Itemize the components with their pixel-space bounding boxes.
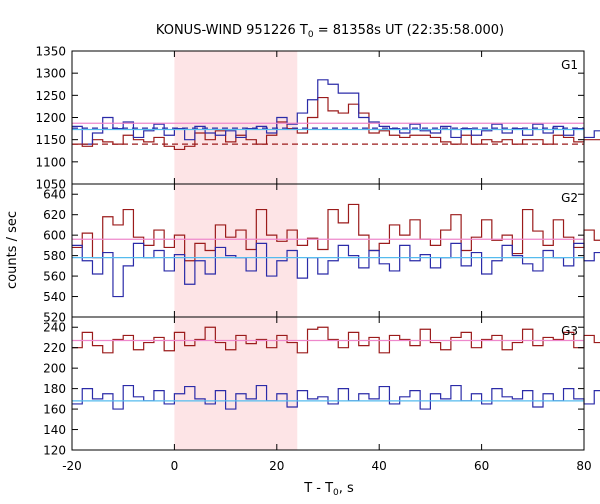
x-axis-label: T - T0, s [303, 481, 354, 498]
y-tick-label: 220 [43, 341, 66, 355]
y-tick-label: 1050 [35, 178, 66, 192]
y-tick-label: 200 [43, 362, 66, 376]
y-tick-label: 160 [43, 403, 66, 417]
y-tick-label: 1100 [35, 155, 66, 169]
y-tick-label: 1200 [35, 111, 66, 125]
series-blue-g1 [72, 79, 600, 145]
y-tick-label: 580 [43, 249, 66, 263]
y-tick-label: 1150 [35, 133, 66, 147]
panel-frame-g3 [71, 316, 585, 451]
y-tick-label: 520 [43, 311, 66, 325]
y-tick-label: 140 [43, 423, 66, 437]
x-tick-label: 20 [269, 459, 284, 473]
y-tick-label: 640 [43, 188, 66, 202]
y-tick-label: 180 [43, 382, 66, 396]
y-tick-label: 600 [43, 229, 66, 243]
y-tick-label: 1250 [35, 89, 66, 103]
x-tick-label: 60 [474, 459, 489, 473]
y-tick-label: 540 [43, 290, 66, 304]
series-blue-g3 [72, 384, 600, 410]
highlight-region-g2 [174, 184, 298, 317]
y-tick-label: 120 [43, 444, 66, 458]
x-tick-label: 40 [372, 459, 387, 473]
panel-label-g1: G1 [561, 58, 578, 72]
y-tick-label: 620 [43, 208, 66, 222]
y-tick-label: 560 [43, 270, 66, 284]
y-axis-label: counts / sec [5, 211, 20, 289]
x-tick-label: 0 [171, 459, 179, 473]
y-tick-label: 1350 [35, 45, 66, 59]
x-tick-label: 80 [576, 459, 591, 473]
y-tick-label: 1300 [35, 67, 66, 81]
panel-frame-g2 [71, 183, 585, 318]
plot-layer: 1050110011501200125013001350G15205405605… [35, 45, 600, 473]
series-red-g2 [72, 203, 600, 262]
panel-label-g3: G3 [561, 324, 578, 338]
panel-label-g2: G2 [561, 191, 578, 205]
x-tick-label: -20 [62, 459, 82, 473]
y-tick-label: 240 [43, 321, 66, 335]
panel-frame-g1 [71, 50, 585, 185]
chart-title: KONUS-WIND 951226 T0 = 81358s UT (22:35:… [156, 23, 504, 40]
series-blue-g2 [72, 242, 600, 298]
